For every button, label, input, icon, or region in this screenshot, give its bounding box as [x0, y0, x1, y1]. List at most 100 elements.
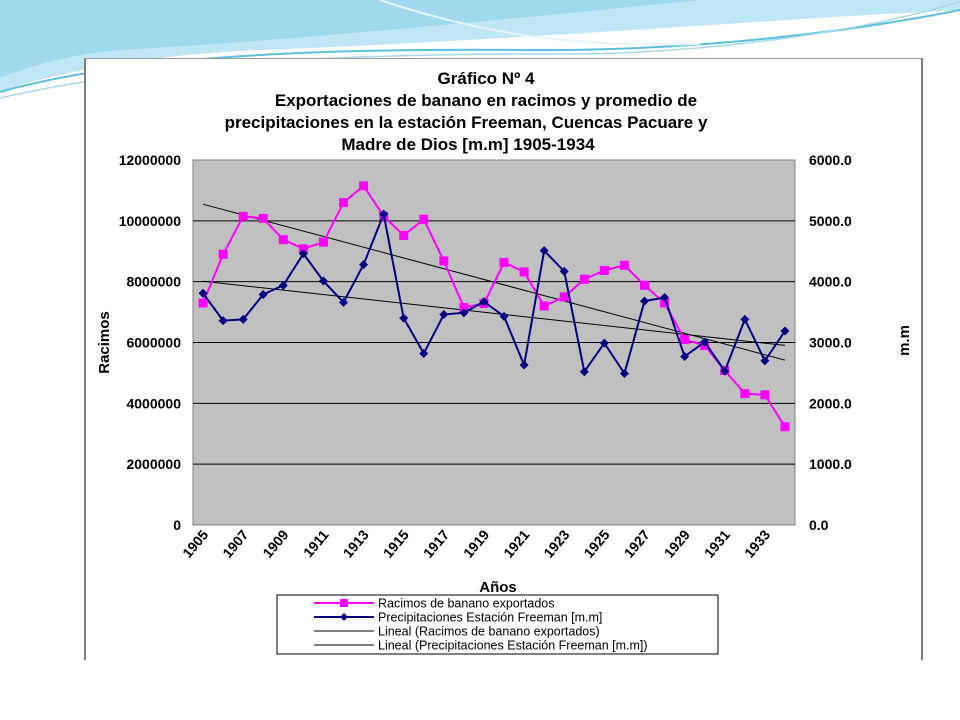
data-point: [579, 367, 589, 377]
x-tick-label: 1915: [380, 526, 412, 560]
legend-marker: [340, 613, 348, 621]
x-tick-label: 1917: [420, 526, 452, 560]
series-group: [198, 209, 790, 379]
data-series: [198, 181, 790, 432]
legend-label: Lineal (Precipitaciones Estación Freeman…: [378, 639, 648, 653]
y-tick-label: 4000000: [126, 395, 181, 411]
y2-tick-label: 3000.0: [809, 335, 852, 351]
data-point: [599, 338, 609, 348]
data-point: [660, 292, 670, 302]
legend-label: Precipitaciones Estación Freeman [m.m]: [378, 611, 602, 625]
data-point: [559, 266, 569, 276]
data-point: [619, 260, 629, 270]
data-point: [579, 274, 589, 284]
data-point: [218, 249, 228, 259]
legend: Racimos de banano exportadosPrecipitacio…: [276, 594, 719, 655]
y-axis-title: Racimos: [96, 311, 113, 374]
y2-tick-label: 1000.0: [809, 456, 852, 472]
series-line: [202, 210, 786, 376]
data-point: [278, 280, 288, 290]
y-tick-label: 2000000: [126, 456, 181, 472]
data-point: [680, 351, 690, 361]
chart-title-line-4: Madre de Dios [m.m] 1905-1934: [341, 135, 595, 154]
x-tick-label: 1925: [580, 526, 612, 560]
data-point: [459, 308, 469, 318]
data-point: [539, 301, 549, 311]
data-point: [760, 356, 770, 366]
x-tick-label: 1919: [460, 526, 492, 560]
data-point: [459, 303, 469, 313]
data-point: [238, 314, 248, 324]
data-point: [278, 235, 288, 245]
y-axis-left: 0 2000000 4000000 6000000 8000000 10000000 120…: [119, 152, 182, 533]
y2-tick-label: 2000.0: [809, 395, 852, 411]
chart-frame: Gráfico Nº 4 Exportaciones de banano en …: [84, 58, 923, 660]
data-point: [298, 249, 308, 259]
data-point: [640, 296, 649, 306]
data-point: [740, 314, 750, 324]
data-point: [318, 237, 328, 247]
data-point: [680, 334, 690, 344]
data-point: [198, 298, 208, 308]
data-point: [439, 310, 449, 320]
x-tick-label: 1929: [661, 526, 693, 560]
data-point: [660, 298, 670, 308]
data-point: [439, 256, 449, 266]
data-point: [399, 313, 409, 323]
series-group: [198, 181, 790, 432]
y-tick-label: 8000000: [126, 274, 181, 290]
data-point: [720, 366, 730, 376]
data-point: [419, 348, 429, 358]
y-tick-label: 12000000: [119, 152, 182, 168]
data-point: [238, 211, 248, 221]
y-tick-label: 0: [173, 517, 181, 533]
data-point: [740, 389, 750, 399]
x-tick-label: 1911: [300, 526, 332, 560]
data-point: [318, 276, 328, 286]
x-tick-label: 1931: [701, 526, 733, 560]
x-tick-label: 1923: [540, 526, 572, 560]
data-point: [700, 337, 710, 347]
x-tick-label: 1907: [219, 526, 251, 560]
y-axis-right: 0.0 1000.0 2000.0 3000.0 4000.0 5000.0 6000.0: [809, 152, 852, 533]
data-point: [619, 369, 629, 379]
legend-label: Racimos de banano exportados: [378, 597, 555, 611]
y2-tick-label: 6000.0: [809, 152, 852, 168]
data-point: [519, 267, 529, 277]
data-point: [479, 297, 489, 307]
y2-tick-label: 0.0: [809, 517, 829, 533]
data-point: [499, 311, 509, 321]
x-tick-label: 1905: [179, 526, 211, 560]
data-point: [258, 289, 268, 299]
y2-axis-title: m.m: [896, 325, 913, 356]
data-point: [499, 258, 509, 268]
x-axis: 1905 1907 1909 1911 1913 1915 1917 1919 1921 1923…: [179, 526, 773, 560]
data-point: [298, 244, 308, 254]
data-point: [258, 213, 268, 223]
data-point: [780, 422, 790, 432]
data-point: [559, 292, 569, 302]
y-tick-label: 10000000: [119, 213, 182, 229]
chart-title-line-3: precipitaciones en la estación Freeman, …: [225, 113, 708, 132]
legend-label: Lineal (Racimos de banano exportados): [378, 625, 600, 639]
data-point: [379, 209, 389, 219]
data-point: [780, 326, 790, 336]
x-axis-title: Años: [479, 579, 517, 596]
data-point: [419, 214, 429, 224]
chart-title-line-1: Gráfico Nº 4: [438, 69, 535, 88]
slide-wave-line-3: [379, 0, 701, 46]
data-point: [339, 297, 348, 307]
legend-box: [276, 594, 719, 655]
y-tick-label: 6000000: [126, 335, 181, 351]
data-point: [539, 246, 549, 256]
chart-title-line-2: Exportaciones de banano en racimos y pro…: [275, 91, 697, 110]
data-point: [339, 198, 348, 208]
x-tick-label: 1921: [500, 526, 532, 560]
slide-wave-band-dark: [0, 0, 700, 78]
y2-tick-label: 4000.0: [809, 274, 852, 290]
data-point: [198, 288, 208, 298]
trendline: [202, 280, 786, 346]
data-point: [519, 360, 529, 370]
legend-marker: [340, 599, 348, 607]
x-tick-label: 1933: [741, 526, 773, 560]
